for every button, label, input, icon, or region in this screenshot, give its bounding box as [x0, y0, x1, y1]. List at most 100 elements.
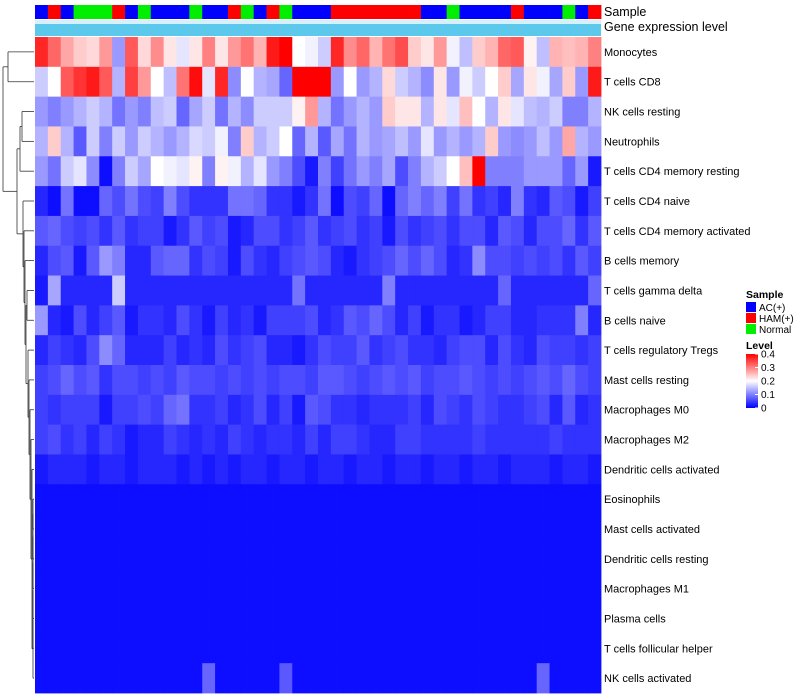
row-label: Eosinophils: [604, 494, 661, 506]
sample-annotation-cell: [189, 5, 203, 19]
heatmap-cell: [163, 603, 177, 634]
heatmap-cell: [562, 424, 576, 455]
heatmap-cell: [446, 394, 460, 426]
heatmap-cell: [523, 215, 538, 247]
heatmap-cell: [99, 514, 113, 545]
heatmap-cell: [150, 96, 165, 127]
heatmap-cell: [60, 603, 74, 634]
heatmap-cell: [498, 394, 512, 426]
heatmap-cell: [73, 484, 87, 515]
heatmap-cell: [163, 245, 177, 276]
heatmap-cell: [446, 484, 460, 515]
heatmap-cell: [588, 603, 602, 634]
heatmap-cell: [318, 663, 332, 694]
heatmap-cell: [588, 96, 602, 127]
heatmap-cell: [305, 126, 319, 157]
heatmap-cell: [433, 66, 448, 98]
heatmap-cell: [459, 156, 473, 187]
heatmap-cell: [47, 305, 62, 336]
heatmap-cell: [369, 305, 383, 336]
heatmap-cell: [112, 514, 126, 545]
heatmap-cell: [382, 454, 396, 485]
heatmap-cell: [266, 543, 280, 575]
heatmap-cell: [549, 454, 563, 485]
heatmap-cell: [408, 573, 422, 604]
sample-annotation-cell: [176, 5, 190, 19]
heatmap-cell: [523, 186, 538, 217]
heatmap-cell: [99, 573, 113, 604]
heatmap-cell: [150, 335, 165, 366]
heatmap-cell: [498, 514, 512, 545]
gene-expression-track-label: Gene expression level: [604, 20, 728, 34]
heatmap-cell: [485, 663, 499, 694]
heatmap-cell: [150, 603, 165, 634]
heatmap-cell: [266, 156, 280, 187]
heatmap-cell: [125, 663, 139, 694]
heatmap-cell: [523, 126, 538, 157]
heatmap-cell: [498, 335, 512, 366]
heatmap-cell: [125, 365, 139, 396]
heatmap-cell: [356, 186, 370, 217]
heatmap-cell: [112, 335, 126, 366]
heatmap-cell: [279, 305, 293, 336]
heatmap-cell: [343, 394, 357, 426]
heatmap-cell: [575, 156, 589, 187]
heatmap-cell: [189, 633, 203, 664]
heatmap-cell: [330, 335, 345, 366]
heatmap-cell: [446, 126, 460, 157]
row-label: NK cells resting: [604, 107, 680, 119]
heatmap-cell: [536, 663, 550, 694]
heatmap-cell: [253, 484, 267, 515]
heatmap-cell: [292, 96, 306, 127]
heatmap-cell: [588, 514, 602, 545]
heatmap-cell: [395, 514, 409, 545]
sample-annotation-cell: [536, 5, 550, 19]
heatmap-cell: [60, 215, 74, 247]
heatmap-cell: [318, 514, 332, 545]
sample-annotation-cell: [575, 5, 589, 19]
heatmap-cell: [305, 603, 319, 634]
heatmap-cell: [575, 424, 589, 455]
heatmap-cell: [446, 514, 460, 545]
heatmap-cell: [279, 335, 293, 366]
heatmap-cell: [510, 66, 525, 98]
heatmap-cell: [356, 365, 370, 396]
heatmap-cell: [163, 484, 177, 515]
heatmap-cell: [240, 96, 255, 127]
heatmap-cell: [433, 215, 448, 247]
heatmap-cell: [536, 186, 550, 217]
heatmap-cell: [408, 245, 422, 276]
heatmap-cell: [588, 245, 602, 276]
heatmap-cell: [202, 543, 216, 575]
heatmap-cell: [60, 573, 74, 604]
heatmap-cell: [523, 663, 538, 694]
heatmap-cell: [240, 603, 255, 634]
heatmap-cell: [433, 365, 448, 396]
heatmap-cell: [279, 573, 293, 604]
heatmap-cell: [112, 186, 126, 217]
heatmap-cell: [459, 603, 473, 634]
heatmap-cell: [343, 365, 357, 396]
heatmap-cell: [498, 424, 512, 455]
heatmap-cell: [395, 156, 409, 187]
row-label: T cells CD4 memory activated: [604, 226, 751, 238]
heatmap-cell: [459, 573, 473, 604]
heatmap-cell: [369, 275, 383, 306]
heatmap-cell: [73, 215, 87, 247]
heatmap-cell: [137, 454, 152, 485]
heatmap-cell: [47, 186, 62, 217]
heatmap-cell: [163, 66, 177, 98]
heatmap-cell: [35, 514, 49, 545]
heatmap-cells: [35, 37, 602, 694]
row-label: T cells regulatory Tregs: [604, 345, 719, 357]
heatmap-cell: [459, 394, 473, 426]
heatmap-cell: [343, 335, 357, 366]
heatmap-cell: [86, 186, 100, 217]
heatmap-cell: [485, 66, 499, 98]
sample-annotation-cell: [549, 5, 563, 19]
heatmap-cell: [575, 96, 589, 127]
heatmap-cell: [562, 394, 576, 426]
heatmap-cell: [73, 96, 87, 127]
heatmap-cell: [420, 663, 435, 694]
heatmap-cell: [498, 156, 512, 187]
